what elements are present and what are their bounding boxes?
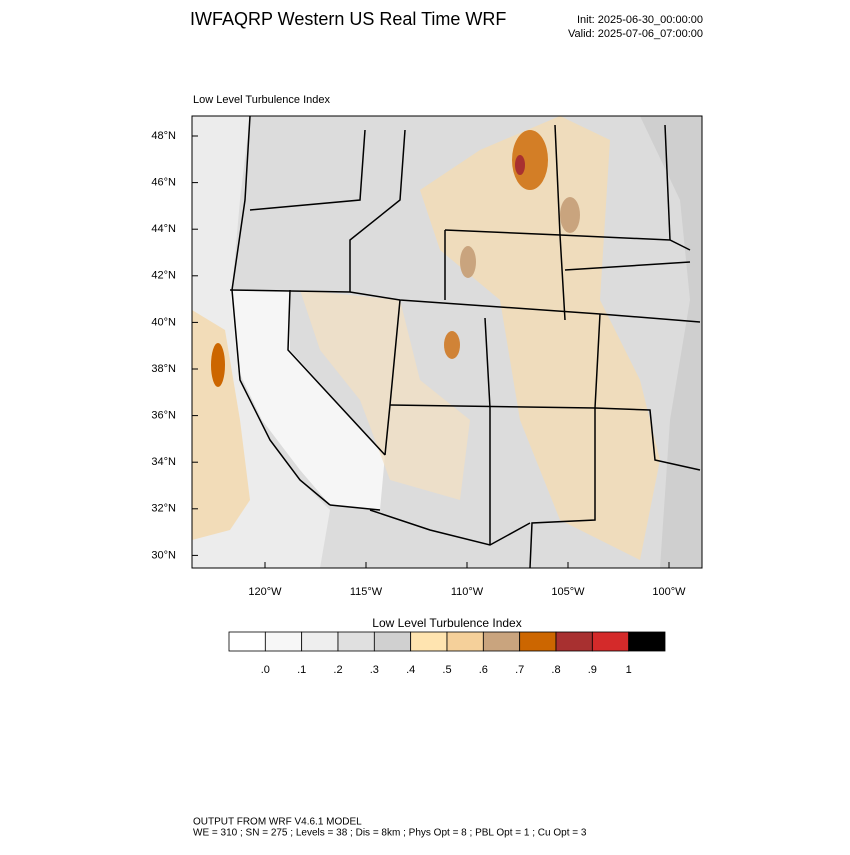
lon-label: 105°W [551, 586, 585, 598]
footer-line: WE = 310 ; SN = 275 ; Levels = 38 ; Dis … [193, 828, 587, 839]
lat-label: 32°N [151, 503, 176, 515]
valid-time: Valid: 2025-07-06_07:00:00 [568, 28, 703, 40]
colorbar-label: .0 [261, 664, 270, 676]
colorbar-label: .3 [370, 664, 379, 676]
colorbar-title: Low Level Turbulence Index [372, 616, 521, 630]
turbulence-max [515, 155, 525, 175]
colorbar-box [264, 631, 303, 652]
tan-region [420, 116, 660, 560]
colorbar-box [301, 631, 339, 652]
colorbar-box [228, 631, 266, 652]
colorbar-label: .2 [333, 664, 342, 676]
lat-label: 36°N [151, 410, 176, 422]
state-borders [229, 124, 701, 568]
colorbar-label: .8 [551, 664, 560, 676]
lat-label: 34°N [151, 456, 176, 468]
lat-label: 44°N [151, 223, 176, 235]
offshore-band [192, 310, 250, 540]
lat-label: 30°N [151, 549, 176, 561]
offshore-max [211, 343, 225, 387]
lon-labels: 120°W 115°W 110°W 105°W 100°W [248, 562, 686, 598]
lat-labels: 48°N 46°N 44°N 42°N 40°N 38°N 36°N 34°N 32°N 30°N [151, 130, 198, 561]
lon-label: 120°W [248, 586, 282, 598]
colorbar-box [591, 631, 630, 652]
map-frame [191, 115, 703, 569]
colorbar-box [446, 631, 484, 652]
title: IWFAQRP Western US Real Time WRF [190, 9, 506, 29]
tan-region [300, 290, 470, 500]
colorbar-box [482, 631, 521, 652]
colorbar-label: .5 [442, 664, 451, 676]
lat-label: 46°N [151, 177, 176, 189]
colorbar-box [373, 631, 412, 652]
coastline [231, 116, 331, 506]
colorbar-box [628, 631, 666, 652]
turbulence-area [460, 246, 476, 278]
lat-label: 40°N [151, 316, 176, 328]
colorbar-label: .9 [588, 664, 597, 676]
lat-label: 48°N [151, 130, 176, 142]
turbulence-max [512, 130, 548, 190]
colorbar-label: .4 [406, 664, 415, 676]
colorbar-label: .7 [515, 664, 524, 676]
colorbar-label: 1 [626, 664, 632, 676]
lon-label: 100°W [652, 586, 686, 598]
footer-line: OUTPUT FROM WRF V4.6.1 MODEL [193, 817, 362, 828]
plains [640, 116, 702, 568]
map [192, 116, 702, 568]
colorbar: .0 .1 .2 .3 .4 .5 .6 .7 .8 .9 1 [228, 631, 666, 676]
turbulence-area [444, 331, 460, 359]
colorbar-box [519, 631, 557, 652]
california [230, 290, 385, 510]
map-subtitle: Low Level Turbulence Index [193, 94, 330, 106]
colorbar-box [555, 631, 593, 652]
colorbar-box [410, 631, 448, 652]
colorbar-label: .1 [297, 664, 306, 676]
lat-label: 42°N [151, 270, 176, 282]
colorbar-label: .6 [479, 664, 488, 676]
lon-label: 110°W [451, 586, 484, 598]
init-time: Init: 2025-06-30_00:00:00 [577, 14, 703, 26]
lat-label: 38°N [151, 363, 176, 375]
lon-label: 115°W [350, 586, 383, 598]
turbulence-area [560, 197, 580, 233]
colorbar-box [337, 631, 375, 652]
